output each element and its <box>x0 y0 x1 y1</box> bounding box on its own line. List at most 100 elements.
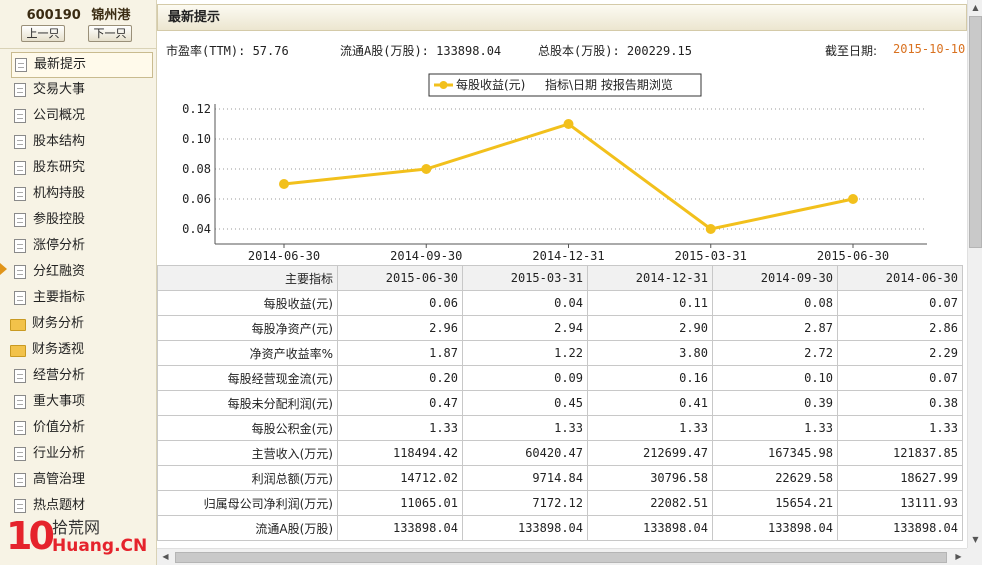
table-row: 每股未分配利润(元) 0.47 0.45 0.41 0.39 0.38 <box>157 390 963 416</box>
sidebar-item-label: 财务透视 <box>32 342 85 357</box>
table-cell: 7172.12 <box>462 490 588 516</box>
scroll-down-icon[interactable]: ▼ <box>969 533 982 547</box>
table-cell: 121837.85 <box>837 440 963 466</box>
sidebar-item-label: 经营分析 <box>33 368 86 383</box>
sidebar-item[interactable]: 重大事项 <box>0 390 157 416</box>
table-row: 每股公积金(元) 1.33 1.33 1.33 1.33 1.33 <box>157 415 963 441</box>
table-cell: 133898.04 <box>712 515 838 541</box>
scroll-up-icon[interactable]: ▲ <box>969 1 982 15</box>
document-icon <box>14 187 26 201</box>
table-cell: 2.96 <box>337 315 463 341</box>
table-cell: 1.33 <box>712 415 838 441</box>
sidebar-item[interactable]: 高管治理 <box>0 468 157 494</box>
eps-data-point <box>705 224 716 234</box>
row-label: 每股收益(元) <box>157 290 338 316</box>
horizontal-scrollbar[interactable]: ◀ ▶ <box>157 548 967 565</box>
table-cell: 11065.01 <box>337 490 463 516</box>
scroll-right-icon[interactable]: ▶ <box>955 552 962 561</box>
sidebar-item-label: 涨停分析 <box>33 238 86 253</box>
sidebar-item[interactable]: 参股控股 <box>0 208 157 234</box>
document-icon <box>15 58 27 72</box>
eps-data-point <box>848 194 858 204</box>
sidebar-divider <box>0 48 157 49</box>
stat-float-shares: 流通A股(万股): 133898.04 <box>340 44 502 58</box>
sidebar-item[interactable]: 价值分析 <box>0 416 157 442</box>
table-header-date: 2015-03-31 <box>462 265 588 291</box>
sidebar-item-label: 交易大事 <box>33 82 86 97</box>
sidebar-item[interactable]: 主要指标 <box>0 286 157 312</box>
horizontal-scroll-thumb[interactable] <box>175 552 947 563</box>
sidebar-item-label: 重大事项 <box>33 394 86 409</box>
table-cell: 0.07 <box>837 365 963 391</box>
sidebar-item[interactable]: 分红融资 <box>0 260 157 286</box>
sidebar-item[interactable]: 最新提示 <box>11 52 153 78</box>
table-cell: 60420.47 <box>462 440 588 466</box>
table-cell: 133898.04 <box>462 515 588 541</box>
row-label: 主营收入(万元) <box>157 440 338 466</box>
sidebar: 600190 锦州港 上一只 下一只 最新提示 交易大事 公司概况 股本结构 股东研究机… <box>0 0 157 565</box>
sidebar-item-label: 行业分析 <box>33 446 86 461</box>
table-cell: 167345.98 <box>712 440 838 466</box>
vertical-scrollbar[interactable]: ▲ ▼ <box>967 0 982 548</box>
table-cell: 1.87 <box>337 340 463 366</box>
sidebar-item[interactable]: 股本结构 <box>0 130 157 156</box>
document-icon <box>14 291 26 305</box>
sidebar-item[interactable]: 机构持股 <box>0 182 157 208</box>
sidebar-item[interactable]: 财务透视 <box>0 338 157 364</box>
watermark-logo: 10 拾荒网 Huang.CN <box>6 512 156 562</box>
sidebar-item-label: 财务分析 <box>32 316 85 331</box>
sidebar-nav: 最新提示交易大事公司概况股本结构股东研究机构持股 参股控股涨停分析分红融资主要指标… <box>0 52 157 520</box>
sidebar-item[interactable]: 热点题材 <box>0 494 157 520</box>
table-cell: 0.39 <box>712 390 838 416</box>
table-header-date: 2014-09-30 <box>712 265 838 291</box>
table-cell: 9714.84 <box>462 465 588 491</box>
table-cell: 0.04 <box>462 290 588 316</box>
x-tick-label: 2015-03-31 <box>675 249 747 263</box>
sidebar-item[interactable]: 公司概况 <box>0 104 157 130</box>
sidebar-item-label: 公司概况 <box>33 108 86 123</box>
document-icon <box>14 135 26 149</box>
table-row: 每股经营现金流(元) 0.20 0.09 0.16 0.10 0.07 <box>157 365 963 391</box>
table-cell: 2.87 <box>712 315 838 341</box>
sidebar-item[interactable]: 交易大事 <box>0 78 157 104</box>
sidebar-item[interactable]: 财务分析 <box>0 312 157 338</box>
stat-pe: 市盈率(TTM): 57.76 <box>166 44 289 58</box>
table-cell: 2.90 <box>587 315 713 341</box>
watermark-domain: Huang.CN <box>52 536 148 556</box>
table-row: 利润总额(万元) 14712.02 9714.84 30796.58 22629.58 1… <box>157 465 963 491</box>
y-tick-label: 0.06 <box>182 192 211 206</box>
table-row: 每股净资产(元) 2.96 2.94 2.90 2.87 2.86 <box>157 315 963 341</box>
vertical-scroll-thumb[interactable] <box>969 16 982 248</box>
watermark-site: 拾荒网 <box>52 518 101 537</box>
table-cell: 133898.04 <box>337 515 463 541</box>
sidebar-item[interactable]: 股东研究 <box>0 156 157 182</box>
table-cell: 0.47 <box>337 390 463 416</box>
row-label: 每股未分配利润(元) <box>157 390 338 416</box>
sidebar-item-label: 股东研究 <box>33 160 86 175</box>
next-stock-button[interactable]: 下一只 <box>88 25 132 42</box>
sidebar-item-label: 分红融资 <box>33 264 86 279</box>
scroll-left-icon[interactable]: ◀ <box>162 552 169 561</box>
table-cell: 0.06 <box>337 290 463 316</box>
sidebar-item[interactable]: 行业分析 <box>0 442 157 468</box>
sidebar-item[interactable]: 经营分析 <box>0 364 157 390</box>
x-tick-label: 2014-12-31 <box>532 249 604 263</box>
table-cell: 1.33 <box>837 415 963 441</box>
sidebar-item-label: 价值分析 <box>33 420 86 435</box>
stat-total-shares: 总股本(万股): 200229.15 <box>538 44 692 58</box>
prev-stock-button[interactable]: 上一只 <box>21 25 65 42</box>
stock-code: 600190 <box>26 8 81 23</box>
sidebar-item-label: 主要指标 <box>33 290 86 305</box>
table-cell: 18627.99 <box>837 465 963 491</box>
indicator-table: 主要指标 2015-06-30 2015-03-31 2014-12-31 2014-0… <box>157 265 963 541</box>
table-cell: 1.33 <box>462 415 588 441</box>
document-icon <box>14 421 26 435</box>
y-tick-label: 0.04 <box>182 222 211 236</box>
document-icon <box>14 369 26 383</box>
document-icon <box>14 109 26 123</box>
y-tick-label: 0.12 <box>182 102 211 116</box>
sidebar-item[interactable]: 涨停分析 <box>0 234 157 260</box>
table-cell: 0.20 <box>337 365 463 391</box>
document-icon <box>14 239 26 253</box>
stat-date-label: 截至日期: <box>825 44 878 58</box>
